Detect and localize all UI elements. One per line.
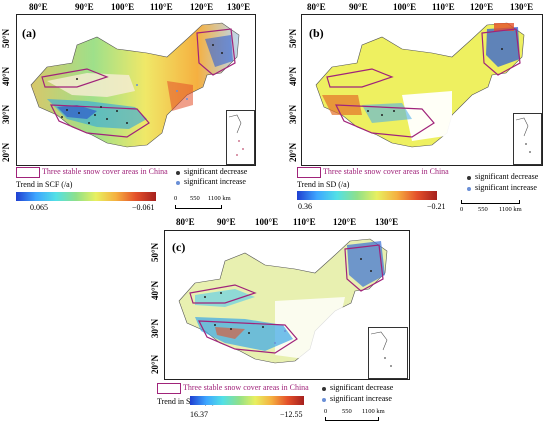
decrease-dot-icon bbox=[176, 171, 180, 175]
lon-tick: 100°E bbox=[111, 2, 135, 12]
scale-tick: 1100 km bbox=[499, 206, 522, 213]
lat-tick: 40°N bbox=[288, 66, 298, 86]
scale-tick: 550 bbox=[342, 408, 352, 415]
south-china-sea-inset bbox=[513, 113, 542, 165]
map-frame bbox=[301, 14, 543, 166]
sig-increase-label: significant increase bbox=[475, 183, 537, 192]
stable-area-legend-swatch bbox=[16, 167, 40, 178]
panel-label: (c) bbox=[172, 240, 186, 254]
map-frame bbox=[16, 14, 256, 166]
lon-tick: 90°E bbox=[349, 2, 368, 12]
lon-tick: 80°E bbox=[29, 2, 48, 12]
scale-tick: 0 bbox=[174, 195, 178, 202]
scale-tick: 1100 km bbox=[208, 195, 231, 202]
decrease-dot-icon bbox=[467, 176, 471, 180]
decrease-dot-icon bbox=[322, 387, 326, 391]
sig-decrease-label: significant decrease bbox=[330, 383, 394, 392]
trend-colorbar bbox=[16, 192, 156, 201]
trend-legend-label: Trend in SCD (/a) bbox=[157, 397, 215, 406]
lat-tick: 20°N bbox=[1, 142, 11, 162]
lon-tick: 110°E bbox=[432, 2, 455, 12]
panel-label: (a) bbox=[22, 26, 36, 40]
lat-tick: 40°N bbox=[1, 66, 11, 86]
colorbar-min: 0.36 bbox=[298, 202, 312, 211]
stable-area-legend-label: Three stable snow cover areas in China bbox=[42, 167, 168, 176]
trend-legend-label: Trend in SCF (/a) bbox=[16, 180, 73, 189]
increase-dot-icon bbox=[176, 181, 180, 185]
sig-decrease-label: significant decrease bbox=[475, 172, 539, 181]
colorbar-min: 0.065 bbox=[30, 203, 48, 212]
lon-tick: 100°E bbox=[393, 2, 417, 12]
lon-tick: 90°E bbox=[75, 2, 94, 12]
lat-tick: 30°N bbox=[288, 104, 298, 124]
scale-tick: 1100 km bbox=[362, 408, 385, 415]
lat-tick: 20°N bbox=[150, 354, 160, 374]
stable-area-legend-swatch bbox=[297, 167, 321, 178]
scale-bar bbox=[175, 205, 222, 209]
scale-bar bbox=[461, 200, 520, 204]
panel-label: (b) bbox=[309, 26, 324, 40]
map-frame bbox=[164, 230, 410, 380]
increase-dot-icon bbox=[467, 187, 471, 191]
lon-tick: 120°E bbox=[470, 2, 494, 12]
lat-tick: 20°N bbox=[288, 142, 298, 162]
lon-tick: 130°E bbox=[510, 2, 534, 12]
scale-tick: 0 bbox=[460, 206, 464, 213]
south-china-sea-inset bbox=[226, 110, 255, 165]
scale-bar bbox=[325, 417, 379, 421]
south-china-sea-inset bbox=[368, 327, 408, 379]
snow-cover-trend-map bbox=[30, 22, 240, 148]
increase-dot-icon bbox=[322, 398, 326, 402]
colorbar-min: 16.37 bbox=[190, 410, 208, 419]
lon-tick: 80°E bbox=[307, 2, 326, 12]
trend-legend-label: Trend in SD (/a) bbox=[297, 180, 350, 189]
trend-colorbar bbox=[190, 396, 304, 405]
lon-tick: 90°E bbox=[217, 217, 236, 227]
stable-area-legend-swatch bbox=[157, 383, 181, 394]
sig-decrease-label: significant decrease bbox=[184, 167, 248, 176]
lat-tick: 30°N bbox=[150, 318, 160, 338]
lon-tick: 80°E bbox=[176, 217, 195, 227]
snow-cover-days-trend-map bbox=[178, 238, 388, 364]
scale-tick: 550 bbox=[190, 195, 200, 202]
lon-tick: 110°E bbox=[293, 217, 316, 227]
lon-tick: 130°E bbox=[227, 2, 251, 12]
lat-tick: 50°N bbox=[288, 28, 298, 48]
trend-colorbar bbox=[297, 191, 437, 200]
lat-tick: 50°N bbox=[1, 28, 11, 48]
lon-tick: 110°E bbox=[150, 2, 173, 12]
scale-tick: 550 bbox=[478, 206, 488, 213]
sig-increase-label: significant increase bbox=[330, 394, 392, 403]
colorbar-max: −12.55 bbox=[280, 410, 303, 419]
lat-tick: 50°N bbox=[150, 242, 160, 262]
colorbar-max: −0.061 bbox=[132, 203, 155, 212]
lat-tick: 40°N bbox=[150, 280, 160, 300]
lat-tick: 30°N bbox=[1, 104, 11, 124]
colorbar-max: −0.21 bbox=[427, 202, 446, 211]
lon-tick: 120°E bbox=[190, 2, 214, 12]
lon-tick: 130°E bbox=[375, 217, 399, 227]
stable-area-legend-label: Three stable snow cover areas in China bbox=[323, 167, 449, 176]
lon-tick: 120°E bbox=[333, 217, 357, 227]
sig-increase-label: significant increase bbox=[184, 177, 246, 186]
scale-tick: 0 bbox=[324, 408, 328, 415]
lon-tick: 100°E bbox=[255, 217, 279, 227]
stable-area-legend-label: Three stable snow cover areas in China bbox=[183, 383, 309, 392]
snow-depth-trend-map bbox=[315, 22, 525, 148]
